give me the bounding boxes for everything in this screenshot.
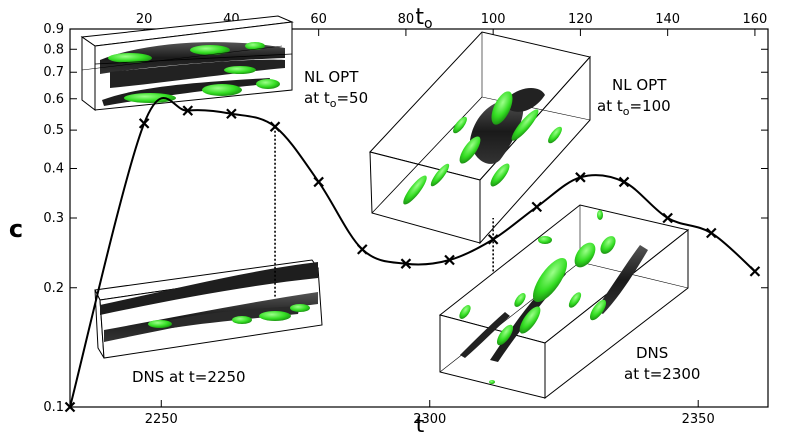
top-axis-title: to [415, 5, 432, 32]
annotation-dns-2300: DNS at t=2300 [624, 344, 700, 383]
data-point [400, 258, 412, 269]
y-axis-title: c [9, 215, 23, 243]
top-tick-label: 60 [310, 12, 327, 27]
y-tick-label: 0.6 [43, 92, 64, 107]
inset-dns-2300 [438, 204, 690, 400]
annotation-dns-2300-line1: DNS [636, 344, 668, 362]
y-tick-label: 0.7 [43, 65, 64, 80]
annotation-nlopt-100-line2: at t [597, 97, 623, 115]
top-axis-title-main: t [415, 5, 424, 30]
y-axis-ticks: 0.1 0.2 0.3 0.4 0.5 0.6 0.7 0.8 0.9 [43, 22, 768, 415]
data-point [226, 108, 237, 120]
annotation-dns-2250: DNS at t=2250 [132, 368, 246, 386]
annotation-nlopt-50-sub: o [330, 97, 337, 110]
data-point [749, 266, 761, 277]
y-tick-label: 0.4 [43, 162, 64, 177]
annotation-nlopt-50-line1: NL OPT [304, 68, 359, 86]
series-line [69, 97, 756, 408]
top-tick-label: 160 [742, 12, 767, 27]
data-point [269, 121, 281, 132]
annotation-nlopt-100-sub: o [623, 105, 630, 118]
x-axis-ticks: 2250 2300 2350 [145, 400, 715, 427]
data-point [444, 254, 455, 266]
top-tick-label: 20 [136, 12, 153, 27]
top-tick-label: 80 [398, 12, 415, 27]
y-tick-label: 0.9 [43, 22, 64, 37]
top-tick-label: 140 [655, 12, 680, 27]
x-tick-label: 2350 [682, 412, 715, 427]
inset-nlopt-100 [369, 31, 591, 245]
y-tick-label: 0.3 [43, 211, 64, 226]
y-tick-label: 0.2 [43, 281, 64, 296]
data-point [313, 176, 324, 188]
y-tick-label: 0.5 [43, 123, 64, 138]
annotation-nlopt-100-line1: NL OPT [612, 76, 667, 94]
top-axis-title-sub: o [424, 16, 433, 32]
reference-lines [274, 126, 494, 297]
y-tick-label: 0.8 [43, 42, 64, 57]
annotation-nlopt-50: NL OPT at to=50 [304, 68, 368, 110]
x-tick-label: 2300 [413, 412, 446, 427]
annotation-nlopt-100-line3: =100 [629, 97, 670, 115]
data-point [706, 227, 717, 239]
annotation-nlopt-50-line3: =50 [336, 89, 368, 107]
data-point [618, 176, 630, 188]
x-tick-label: 2250 [145, 412, 178, 427]
data-point [138, 118, 150, 129]
y-tick-label: 0.1 [43, 400, 64, 415]
annotation-nlopt-100: NL OPT at to=100 [597, 76, 671, 118]
top-tick-label: 120 [568, 12, 593, 27]
annotation-nlopt-50-line2: at t [304, 89, 330, 107]
data-point [357, 244, 368, 255]
data-point [487, 234, 499, 245]
series-markers [64, 105, 761, 413]
top-tick-label: 100 [481, 12, 506, 27]
inset-nlopt-50 [80, 15, 294, 112]
data-point [182, 105, 194, 116]
annotation-dns-2300-line2: at t=2300 [624, 365, 700, 383]
data-point [662, 212, 673, 224]
data-point [64, 401, 76, 413]
data-point [531, 201, 543, 213]
data-point [575, 172, 586, 183]
inset-dns-2250 [94, 259, 323, 359]
x-axis-title: t [416, 413, 425, 436]
